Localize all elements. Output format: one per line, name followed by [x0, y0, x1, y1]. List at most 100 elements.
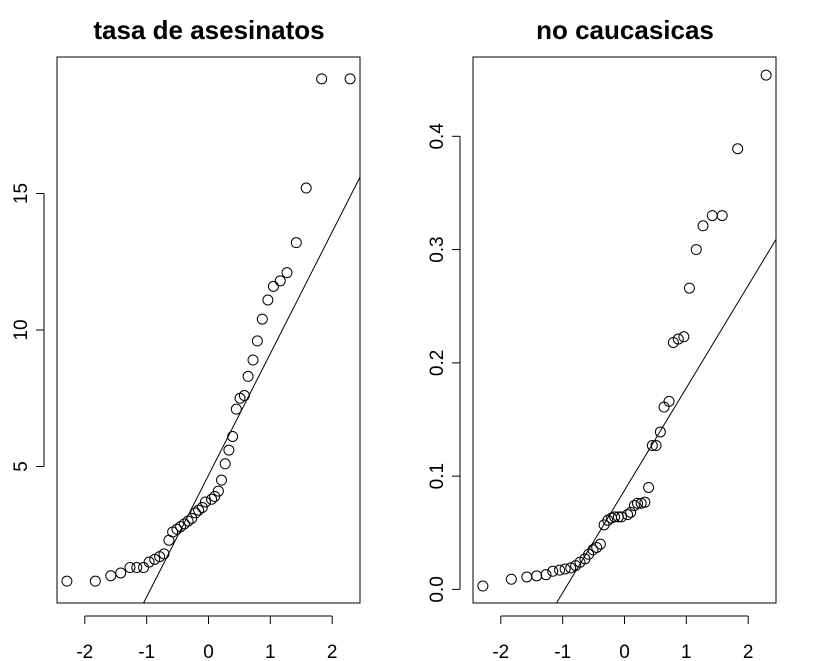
data-point — [646, 440, 658, 452]
data-point — [267, 280, 279, 292]
data-point — [89, 575, 101, 587]
data-point — [706, 210, 718, 222]
data-point — [115, 567, 127, 579]
plot-frame — [56, 56, 361, 604]
y-tick-label: 0.4 — [427, 123, 448, 150]
data-point — [678, 331, 690, 343]
x-tick-label: -1 — [554, 642, 571, 661]
data-point — [131, 562, 143, 574]
data-point — [690, 244, 702, 256]
data-point — [300, 182, 312, 194]
data-point — [251, 335, 263, 347]
data-point — [639, 496, 651, 508]
x-tick-label: 0 — [619, 642, 630, 661]
x-axis: -2 -1 0 1 2 — [76, 615, 338, 661]
y-tick-label: 0.3 — [427, 236, 448, 262]
y-tick-label: 0.1 — [427, 463, 448, 489]
data-point — [175, 521, 187, 533]
data-point — [628, 500, 640, 512]
data-point — [631, 497, 643, 509]
data-point — [531, 570, 543, 582]
x-tick-label: 2 — [743, 642, 754, 661]
data-point — [554, 564, 566, 576]
data-point — [230, 403, 242, 415]
data-point — [274, 275, 286, 287]
data-point — [190, 507, 202, 519]
x-tick-label: -1 — [138, 642, 155, 661]
data-point — [158, 548, 170, 560]
chart-title: no caucasicas — [536, 15, 714, 45]
x-axis: -2 -1 0 1 2 — [492, 615, 754, 661]
qq-reference-line — [556, 239, 777, 604]
data-point — [143, 556, 155, 568]
data-point — [215, 474, 227, 486]
y-tick-label: 10 — [11, 319, 32, 340]
y-tick-label: 5 — [11, 461, 32, 472]
data-point — [672, 333, 684, 345]
x-tick-label: 0 — [203, 642, 214, 661]
data-point — [650, 440, 662, 452]
data-point — [663, 395, 675, 407]
data-point — [654, 426, 666, 438]
data-point — [547, 565, 559, 577]
reference-line-group — [556, 239, 777, 604]
data-point — [256, 313, 268, 325]
x-tick-label: 1 — [265, 642, 276, 661]
data-point — [206, 493, 218, 505]
data-point — [316, 73, 328, 85]
data-point — [732, 143, 744, 155]
y-axis: 5 10 15 — [11, 183, 45, 472]
data-point — [199, 496, 211, 508]
data-point — [281, 267, 293, 279]
data-point — [238, 390, 250, 402]
data-point — [643, 481, 655, 493]
data-point — [615, 511, 627, 523]
data-point — [591, 541, 603, 553]
data-point — [171, 523, 183, 535]
data-point — [505, 573, 517, 585]
x-tick-label: 2 — [327, 642, 338, 661]
points-group — [477, 69, 772, 592]
data-point — [196, 501, 208, 513]
plot-frame — [472, 56, 777, 604]
data-point — [344, 73, 356, 85]
data-point — [609, 511, 621, 523]
y-tick-label: 0.2 — [427, 350, 448, 376]
data-point — [186, 512, 198, 524]
reference-line-group — [143, 176, 361, 604]
data-point — [193, 504, 205, 516]
qq-reference-line — [143, 176, 361, 604]
panel-non-caucasian: no caucasicas 0.0 0.1 0.2 0.3 0.4 -2 -1 0 1 2 — [427, 15, 777, 661]
data-point — [178, 518, 190, 530]
data-point — [594, 538, 606, 550]
x-tick-label: -2 — [492, 642, 509, 661]
data-point — [242, 370, 254, 382]
y-tick-label: 15 — [11, 183, 32, 204]
data-point — [138, 562, 150, 574]
data-point — [760, 69, 772, 81]
data-point — [697, 220, 709, 232]
x-tick-label: -2 — [76, 642, 93, 661]
data-point — [182, 515, 194, 527]
data-point — [622, 509, 634, 521]
data-point — [683, 282, 695, 294]
chart-title: tasa de asesinatos — [93, 15, 324, 45]
data-point — [227, 430, 239, 442]
data-point — [247, 354, 259, 366]
data-point — [625, 506, 637, 518]
data-point — [540, 569, 552, 581]
data-point — [290, 237, 302, 249]
data-point — [223, 444, 235, 456]
points-group — [61, 73, 356, 587]
x-tick-label: 1 — [681, 642, 692, 661]
data-point — [262, 294, 274, 306]
y-tick-label: 0.0 — [427, 576, 448, 602]
data-point — [219, 458, 231, 470]
data-point — [716, 210, 728, 222]
data-point — [521, 571, 533, 583]
data-point — [61, 575, 73, 587]
data-point — [559, 563, 571, 575]
data-point — [212, 485, 224, 497]
data-point — [477, 580, 489, 592]
